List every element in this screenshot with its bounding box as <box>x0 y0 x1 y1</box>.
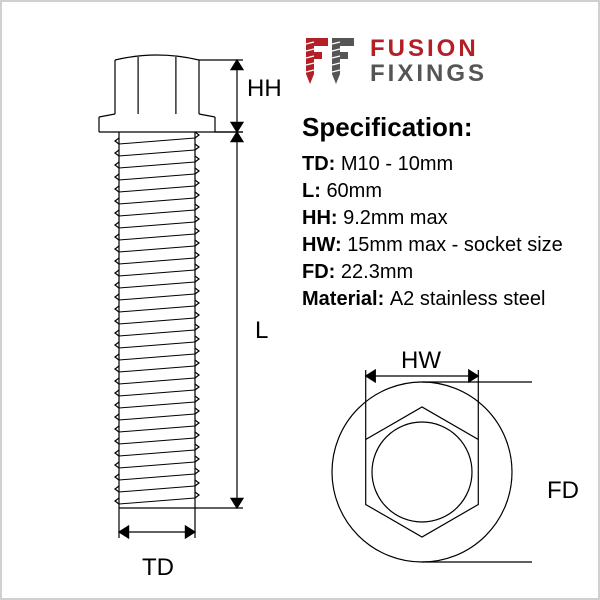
label-l: L <box>255 317 268 345</box>
label-hh: HH <box>247 75 282 103</box>
spec-value: M10 - 10mm <box>341 153 453 175</box>
spec-row: L: 60mm <box>302 180 563 203</box>
brand-logo: FUSION FIXINGS <box>302 32 487 90</box>
logo-text-line2: FIXINGS <box>370 61 487 86</box>
spec-key: TD: <box>302 153 341 175</box>
spec-value: 22.3mm <box>341 261 413 283</box>
logo-text-line1: FUSION <box>370 36 487 61</box>
spec-row: HW: 15mm max - socket size <box>302 234 563 257</box>
screw-logo-icon <box>302 32 362 90</box>
spec-value: 9.2mm max <box>343 207 447 229</box>
spec-value: 60mm <box>326 180 382 202</box>
spec-key: L: <box>302 180 326 202</box>
spec-row: TD: M10 - 10mm <box>302 153 563 176</box>
spec-value: 15mm max - socket size <box>347 234 563 256</box>
spec-row: Material: A2 stainless steel <box>302 288 563 311</box>
label-td: TD <box>142 554 174 582</box>
spec-key: FD: <box>302 261 341 283</box>
spec-value: A2 stainless steel <box>390 288 546 310</box>
bolt-top-diagram <box>312 352 532 577</box>
spec-row: FD: 22.3mm <box>302 261 563 284</box>
bolt-side-diagram <box>52 32 262 557</box>
spec-row: HH: 9.2mm max <box>302 207 563 230</box>
label-fd: FD <box>547 477 579 505</box>
specification-block: Specification: TD: M10 - 10mm L: 60mm HH: … <box>302 112 563 315</box>
label-hw: HW <box>401 347 441 375</box>
spec-key: Material: <box>302 288 390 310</box>
spec-title: Specification: <box>302 112 563 143</box>
spec-key: HW: <box>302 234 347 256</box>
spec-key: HH: <box>302 207 343 229</box>
